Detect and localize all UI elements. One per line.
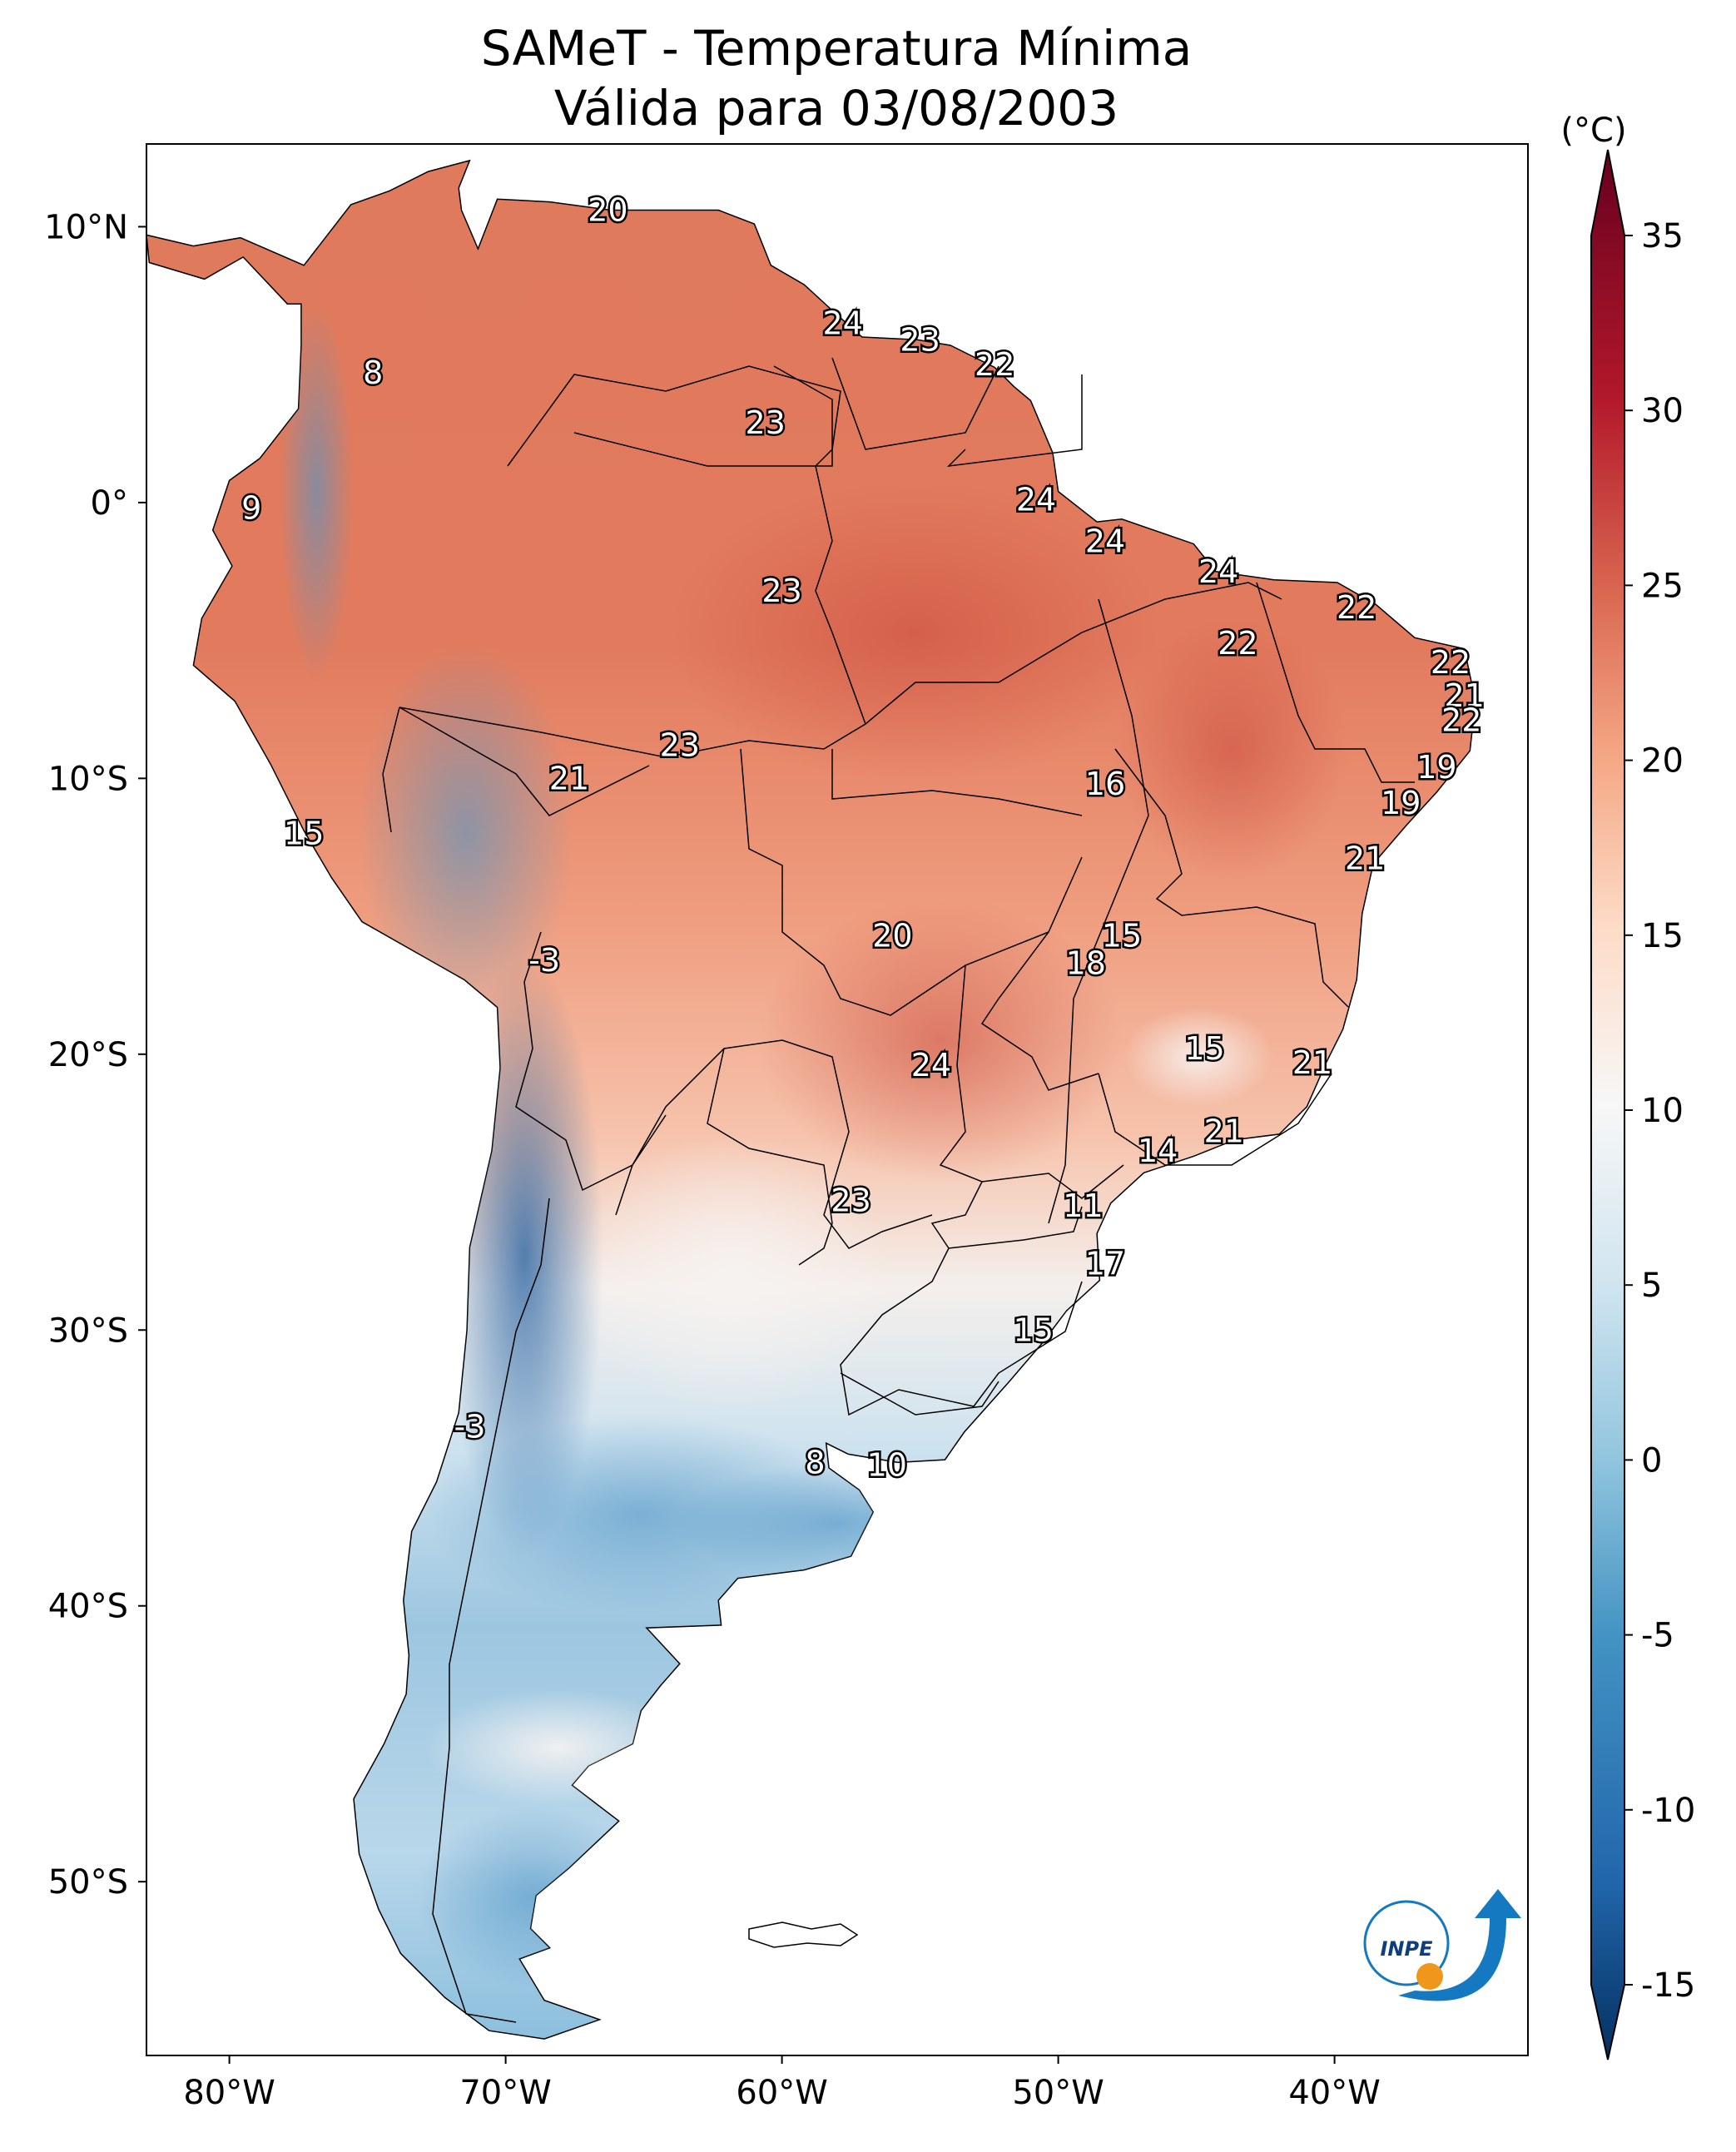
temperature-label: 23 (761, 573, 801, 609)
latitude-tick-label: 30°S (48, 1312, 128, 1350)
temperature-label: 8 (363, 355, 383, 391)
colorbar-tick-label: 30 (1641, 392, 1684, 430)
temperature-label: 23 (900, 321, 940, 358)
latitude-tick-label: 10°N (44, 208, 128, 246)
temperature-label: 21 (1292, 1044, 1332, 1081)
colorbar-ticks: 35 30 25 20 15 10 5 0 -5 -10 -15 (1624, 217, 1695, 2005)
temperature-label: 22 (1337, 589, 1376, 626)
temperature-label: 14 (1138, 1133, 1178, 1169)
temperature-label: 24 (1198, 553, 1238, 590)
title-line-2: Válida para 03/08/2003 (553, 80, 1119, 136)
temperature-label: 22 (1441, 702, 1481, 739)
temperature-label: 15 (1014, 1312, 1054, 1348)
longitude-tick-label: 40°W (1288, 2074, 1380, 2112)
temperature-label: 22 (1218, 625, 1257, 662)
temperature-label: 15 (284, 816, 324, 852)
latitude-tick-label: 50°S (48, 1863, 128, 1902)
temperature-label: 21 (1444, 677, 1484, 714)
temperature-label: 17 (1085, 1246, 1125, 1282)
temperature-label: 20 (588, 192, 627, 229)
temperature-label: 23 (831, 1182, 870, 1218)
temperature-label: 22 (1431, 644, 1471, 681)
temperature-label: 18 (1066, 945, 1106, 981)
colorbar-tick-label: 15 (1641, 917, 1684, 955)
temperature-label: 19 (1381, 785, 1421, 821)
colorbar-tick-label: 0 (1641, 1441, 1662, 1480)
temperature-label: 15 (1102, 917, 1142, 954)
colorbar-tick-label: -5 (1641, 1617, 1674, 1655)
temperature-label: 22 (975, 346, 1014, 383)
latitude-tick-label: 10°S (48, 760, 128, 798)
temperature-label: 11 (1063, 1188, 1103, 1224)
latitude-tick-label: 40°S (48, 1588, 128, 1626)
temperature-label: -3 (454, 1408, 485, 1445)
logo-sun (1416, 1963, 1443, 1990)
temperature-label: 21 (1345, 840, 1385, 876)
temperature-label: 24 (1016, 482, 1056, 518)
temperature-label: 24 (822, 305, 862, 341)
temperature-label: 21 (1204, 1113, 1244, 1150)
temperature-label: 10 (867, 1447, 907, 1484)
temperature-label: 24 (911, 1047, 951, 1083)
temperature-label: 9 (241, 490, 261, 527)
colorbar-tick-label: -10 (1641, 1792, 1695, 1830)
temperature-label: 21 (549, 760, 589, 796)
logo-ring (1363, 1900, 1450, 1986)
colorbar: (°C) 35 30 25 20 15 10 5 0 -5 -10 -15 (1560, 112, 1695, 2060)
chart-title: SAMeT - Temperatura Mínima Válida para 0… (0, 18, 1673, 138)
inpe-logo: INPE (1363, 1889, 1521, 2001)
malvinas-islands (748, 1921, 859, 1948)
colorbar-tick-label: 5 (1641, 1267, 1662, 1305)
colorbar-unit: (°C) (1560, 112, 1626, 150)
latitude-tick-label: 0° (91, 484, 128, 523)
longitude-tick-label: 70°W (459, 2074, 551, 2112)
logo-swoosh (1398, 1889, 1521, 2001)
temperature-label: 23 (746, 404, 786, 441)
colorbar-tick-label: 10 (1641, 1092, 1684, 1130)
title-line-1: SAMeT - Temperatura Mínima (480, 20, 1193, 77)
longitude-tick-label: 80°W (183, 2074, 275, 2112)
colorbar-tick-label: 20 (1641, 742, 1684, 781)
temperature-label: 19 (1416, 749, 1456, 786)
longitude-tick-label: 50°W (1012, 2074, 1104, 2112)
temperature-label: 8 (805, 1444, 825, 1480)
longitude-tick-label: 60°W (736, 2074, 827, 2112)
latitude-tick-label: 20°S (48, 1036, 128, 1074)
logo-text: INPE (1381, 1937, 1434, 1961)
temperature-label: 20 (872, 917, 912, 954)
longitude-axis: 80°W 70°W 60°W 50°W 40°W (183, 2055, 1381, 2112)
latitude-axis: 10°N 0° 10°S 20°S 30°S 40°S 50°S (44, 208, 146, 1902)
colorbar-tick-label: 25 (1641, 567, 1684, 605)
political-borders (382, 357, 1415, 2023)
colorbar-tick-label: -15 (1641, 1966, 1695, 2005)
temperature-label: 23 (660, 727, 700, 764)
temperature-label: 16 (1085, 766, 1125, 802)
continent-layer (146, 159, 1476, 2040)
colorbar-tick-label: 35 (1641, 217, 1684, 255)
temperature-label: 15 (1184, 1030, 1224, 1067)
colorbar-gradient (1590, 149, 1625, 2060)
temperature-label: -3 (528, 942, 560, 979)
temperature-label: 24 (1085, 523, 1125, 559)
